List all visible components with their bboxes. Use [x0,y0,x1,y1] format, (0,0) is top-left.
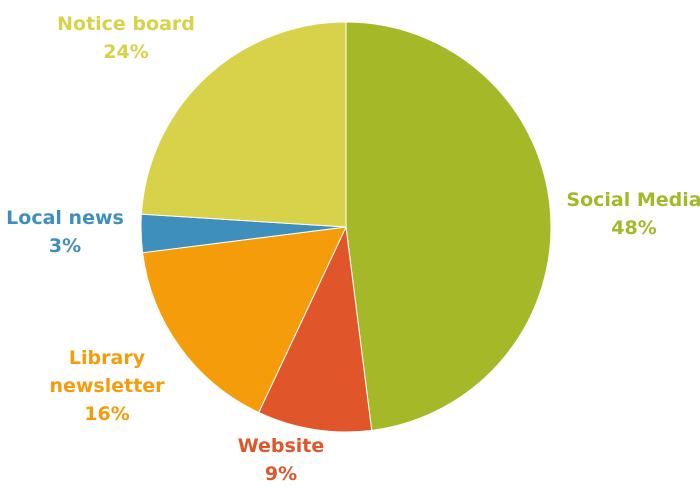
slice-label-social-media: Social Media 48% [566,189,700,239]
slice-label-website: Website 9% [238,435,325,485]
slice-label-library-newsletter: Library newsletter 16% [49,347,165,425]
slice-percent: 16% [84,403,129,425]
slice-percent: 24% [103,41,148,63]
slice-percent: 9% [265,463,297,485]
slice-label-notice-board: Notice board 24% [57,13,195,63]
slice-name: newsletter [49,375,165,397]
slice-labels: Social Media 48% Website 9% Library newslette… [6,13,700,485]
slice-name: Library [69,347,146,369]
slice-website [258,225,373,433]
slice-name: Website [238,435,325,457]
slice-name: Local news [6,207,124,229]
slice-percent: 3% [49,235,81,257]
slice-library-newsletter [142,226,347,414]
slice-name: Notice board [57,13,195,35]
pie-slices [140,21,552,433]
slice-social-media [345,21,552,431]
slice-percent: 48% [611,217,656,239]
slice-label-local-news: Local news 3% [6,207,124,257]
slice-notice-board [140,21,347,228]
slice-name: Social Media [566,189,700,211]
